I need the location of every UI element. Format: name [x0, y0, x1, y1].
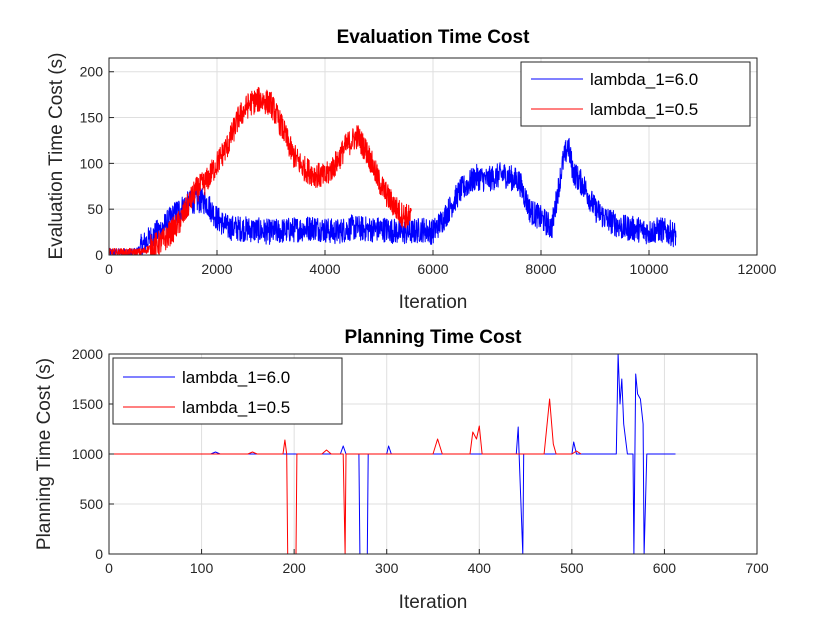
y-tick-label: 50 — [87, 201, 103, 217]
y-tick-label: 100 — [80, 155, 104, 171]
series-line-2 — [108, 86, 412, 256]
y-axis-label: Planning Time Cost (s) — [34, 358, 55, 550]
legend-label-series-2: lambda_1=0.5 — [182, 398, 290, 417]
chart-title: Evaluation Time Cost — [337, 27, 531, 48]
x-tick-label: 8000 — [525, 261, 556, 277]
x-tick-label: 10000 — [630, 261, 669, 277]
legend-label-series-1: lambda_1=6.0 — [590, 70, 698, 89]
chart-title: Planning Time Cost — [344, 327, 522, 348]
legend: lambda_1=6.0 lambda_1=0.5 — [112, 357, 343, 425]
x-tick-label: 6000 — [417, 261, 448, 277]
x-tick-labels: 0 100 200 300 400 500 600 700 — [105, 549, 769, 576]
x-tick-labels: 0 2000 4000 6000 8000 10000 12000 — [105, 250, 777, 277]
x-tick-label: 2000 — [201, 261, 232, 277]
data-lines — [109, 353, 676, 555]
legend-box — [520, 61, 751, 127]
x-axis-label: Iteration — [399, 292, 468, 313]
y-tick-label: 1500 — [72, 396, 103, 412]
y-tick-label: 0 — [95, 546, 103, 562]
x-tick-label: 0 — [105, 560, 113, 576]
y-tick-labels: 0 500 1000 1500 2000 — [72, 346, 114, 562]
x-tick-label: 0 — [105, 261, 113, 277]
x-tick-label: 4000 — [309, 261, 340, 277]
legend-box — [112, 357, 343, 425]
legend-label-series-1: lambda_1=6.0 — [182, 368, 290, 387]
x-tick-label: 600 — [653, 560, 677, 576]
x-axis-label: Iteration — [399, 592, 468, 613]
evaluation-time-cost-chart: 0 2000 4000 6000 8000 10000 12000 0 50 100 150 200… — [46, 27, 777, 313]
legend: lambda_1=6.0 lambda_1=0.5 — [520, 61, 751, 127]
y-tick-label: 500 — [80, 496, 104, 512]
x-tick-label: 12000 — [738, 261, 777, 277]
x-tick-label: 100 — [190, 560, 214, 576]
legend-label-series-2: lambda_1=0.5 — [590, 100, 698, 119]
y-tick-label: 1000 — [72, 446, 103, 462]
data-lines — [108, 86, 677, 256]
planning-time-cost-chart: 0 100 200 300 400 500 600 700 0500100015002000 … — [34, 327, 769, 613]
y-tick-labels: 0 50 100 150 200 — [80, 64, 114, 263]
x-tick-label: 700 — [745, 560, 769, 576]
y-tick-label: 0 — [95, 247, 103, 263]
x-tick-label: 400 — [468, 560, 492, 576]
y-axis-label: Evaluation Time Cost (s) — [46, 53, 67, 260]
x-tick-label: 500 — [560, 560, 584, 576]
y-tick-label: 2000 — [72, 346, 103, 362]
y-tick-label: 150 — [80, 110, 104, 126]
y-tick-label: 200 — [80, 64, 104, 80]
x-tick-label: 300 — [375, 560, 399, 576]
x-tick-label: 200 — [282, 560, 306, 576]
series-line-1 — [108, 137, 677, 256]
series-line-2 — [109, 398, 582, 555]
